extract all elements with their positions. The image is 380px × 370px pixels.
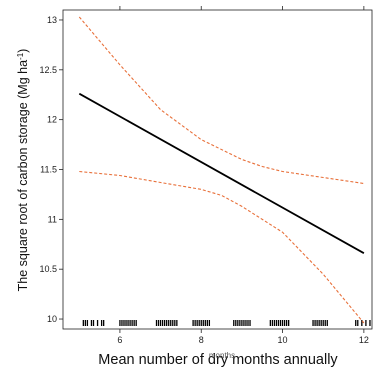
y-tick-label: 12.5 [39, 65, 57, 75]
series-lines [78, 16, 365, 324]
x-axis-overlap-label: months [209, 351, 235, 360]
y-axis-title-sup: -1 [16, 52, 25, 60]
plot-frame [62, 9, 373, 330]
x-tick-label: 6 [117, 335, 122, 345]
x-tick-label: 8 [199, 335, 204, 345]
y-tick-label: 10.5 [39, 264, 57, 274]
y-axis-title-main: The square root of carbon storage (Mg ha [16, 60, 30, 291]
fit-line [78, 92, 365, 254]
x-tick-label: 10 [278, 335, 288, 345]
y-tick-label: 11.5 [40, 165, 57, 175]
axis-ticks [59, 6, 365, 333]
y-tick-label: 13 [47, 15, 57, 25]
y-axis-title: The square root of carbon storage (Mg ha… [16, 49, 31, 292]
rug-marks [82, 320, 371, 326]
x-axis-title: Mean number of dry months annually [98, 352, 338, 368]
y-tick-label: 11 [48, 214, 57, 224]
y-tick-label: 12 [47, 115, 57, 125]
upper-line [78, 16, 364, 185]
y-tick-label: 10 [47, 314, 57, 324]
x-tick-label: 12 [359, 335, 369, 345]
tick-labels: 10 10.5 11 11.5 12 12.5 13 6 8 10 12 [39, 15, 368, 345]
y-axis-title-close: ) [16, 49, 30, 53]
lower-line [79, 170, 365, 324]
